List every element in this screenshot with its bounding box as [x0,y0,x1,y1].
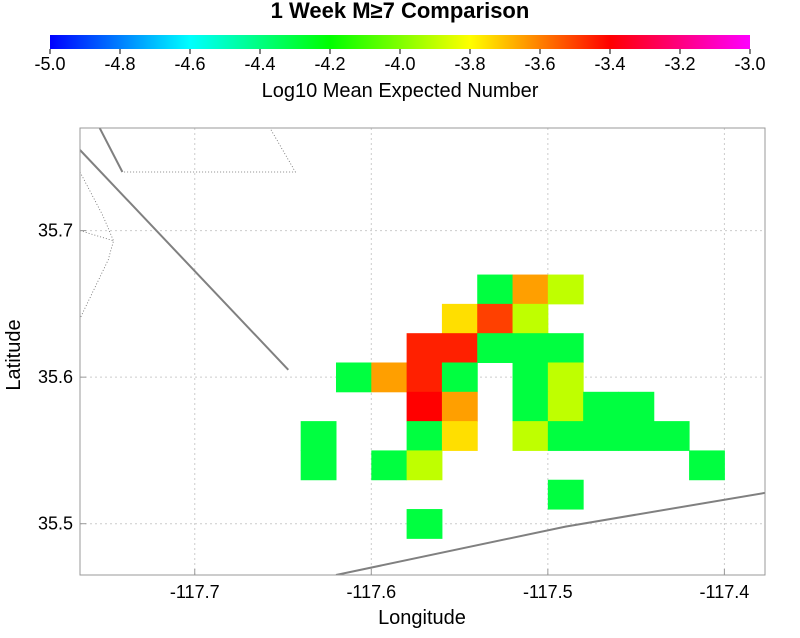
heatmap-cell [547,274,584,305]
fault-line [98,128,124,173]
fault-line [335,491,765,575]
y-tick-label: 35.5 [38,514,73,534]
heatmap-cell [618,421,655,451]
heatmap-cell [477,274,514,305]
colorbar-tick-label: -4.8 [104,54,135,74]
heatmap-cell [547,479,584,510]
heatmap-cell [406,362,443,393]
heatmap-cell [512,303,549,334]
heatmap-cell [477,333,514,363]
heatmap-cell [512,391,549,422]
heatmap-cell [335,362,372,393]
heatmap-cell [653,421,690,451]
x-tick-label: -117.6 [346,582,396,602]
colorbar-tick-label: -4.4 [244,54,275,74]
heatmap-cell [406,509,443,539]
heatmap-cell [441,303,478,334]
heatmap-cell [441,362,478,393]
y-axis-ticks: 35.5 35.6 35.7 [38,221,86,534]
heatmap-cell [406,333,443,363]
colorbar-tick-label: -4.0 [384,54,415,74]
heatmap-cell [547,391,584,422]
colorbar-tick-label: -4.6 [174,54,205,74]
heatmap-cell [441,391,478,422]
y-axis-label: Latitude [3,319,25,390]
heatmap-cell [512,421,549,451]
y-tick-label: 35.7 [38,221,73,241]
colorbar-tick-label: -3.2 [664,54,695,74]
heatmap-cell [406,421,443,451]
colorbar-tick-label: -5.0 [34,54,65,74]
x-tick-label: -117.4 [700,582,750,602]
colorbar-ticks: -5.0 -4.8 -4.6 -4.4 -4.2 -4.0 -3.8 -3.6 -3.4 -3.2… [34,49,766,74]
heatmap-cell [547,333,584,363]
colorbar [50,35,750,49]
heatmap-cell [300,450,337,481]
colorbar-tick-label: -3.0 [734,54,765,74]
heatmap-cells [300,274,725,539]
fault-line [80,149,290,371]
colorbar-tick-label: -3.4 [594,54,625,74]
x-tick-label: -117.7 [170,582,220,602]
x-tick-label: -117.5 [523,582,573,602]
map-lines [80,128,765,575]
y-tick-label: 35.6 [38,367,73,387]
heatmap-cell [547,421,584,451]
heatmap-cell [512,333,549,363]
heatmap-cell [547,362,584,393]
x-axis-ticks: -117.7 -117.6 -117.5 -117.4 [170,569,749,602]
x-axis-label: Longitude [378,607,466,629]
plot-frame [79,127,766,576]
heatmap-cell [583,421,619,451]
colorbar-tick-label: -3.6 [524,54,555,74]
heatmap-cell [406,450,443,481]
grid [80,128,765,575]
colorbar-tick-label: -4.2 [314,54,345,74]
heatmap-cell [512,362,549,393]
colorbar-tick-label: -3.8 [454,54,485,74]
chart-title: 1 Week M≥7 Comparison [271,0,530,23]
heatmap-cell [300,421,337,451]
heatmap-cell [371,362,408,393]
heatmap-cell [512,274,549,305]
heatmap-cell [371,450,408,481]
heatmap-cell [689,450,725,481]
heatmap-cell [477,303,514,334]
boundary-line [80,230,114,319]
colorbar-label: Log10 Mean Expected Number [262,80,539,102]
heatmap-cell [441,333,478,363]
boundary-line [124,128,297,173]
heatmap-cell [618,391,655,422]
heatmap-cell [583,391,619,422]
heatmap-cell [441,421,478,451]
heatmap-cell [406,391,443,422]
